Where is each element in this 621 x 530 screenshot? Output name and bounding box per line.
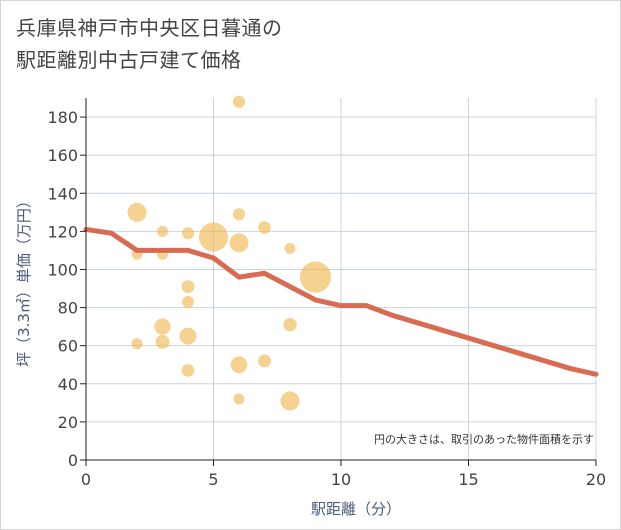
scatter-point [280, 391, 300, 411]
tick-labels: 0 20 40 60 80 100 120 140 160 180 0 5 10 15 20 [47, 108, 606, 489]
y-tick-label: 40 [58, 375, 78, 394]
x-tick-label: 20 [586, 470, 606, 489]
scatter-point [233, 393, 245, 405]
scatter-point [181, 280, 195, 294]
x-tick-label: 15 [458, 470, 478, 489]
scatter-point [155, 334, 170, 349]
scatter-point [127, 202, 147, 222]
axes [80, 98, 597, 466]
chart-title-line-2: 駅距離別中古戸建て価格 [16, 48, 242, 72]
scatter-point [257, 354, 272, 368]
size-note: 円の大きさは、取引のあった物件面積を示す [374, 432, 594, 446]
y-tick-label: 20 [58, 413, 78, 432]
scatter-bubbles [127, 95, 332, 411]
y-tick-label: 180 [47, 108, 78, 127]
x-tick-label: 0 [81, 470, 91, 489]
scatter-point [283, 317, 297, 332]
scatter-point [181, 364, 195, 377]
x-tick-label: 10 [331, 470, 351, 489]
y-tick-label: 0 [68, 451, 78, 470]
scatter-point [157, 225, 168, 237]
trend-line [83, 226, 599, 377]
y-tick-label: 60 [58, 337, 78, 356]
y-tick-label: 120 [47, 222, 78, 241]
grid-lines [86, 98, 597, 460]
scatter-point [232, 95, 246, 108]
scatter-point [181, 227, 195, 240]
scatter-point [258, 221, 271, 234]
trend-line-group [83, 226, 599, 377]
scatter-point [232, 208, 246, 221]
scatter-point [198, 222, 229, 252]
y-tick-label: 100 [47, 260, 78, 279]
x-tick-label: 5 [208, 470, 218, 489]
y-tick-label: 160 [47, 146, 78, 165]
y-tick-label: 80 [58, 299, 78, 318]
scatter-point [131, 338, 143, 350]
y-tick-label: 140 [47, 184, 78, 203]
scatter-point [299, 261, 332, 293]
chart-title-line-1: 兵庫県神戸市中央区日暮通の [16, 16, 283, 40]
x-axis-label: 駅距離（分） [311, 500, 401, 518]
scatter-point [154, 318, 171, 335]
scatter-point [229, 233, 249, 253]
scatter-point [179, 327, 197, 345]
chart-title: 兵庫県神戸市中央区日暮通の 駅距離別中古戸建て価格 [16, 12, 283, 76]
scatter-point [230, 356, 248, 374]
scatter-point [181, 295, 195, 308]
y-axis-label: 坪（3.3㎡）単価（万円） [15, 193, 33, 367]
scatter-point [284, 243, 296, 255]
